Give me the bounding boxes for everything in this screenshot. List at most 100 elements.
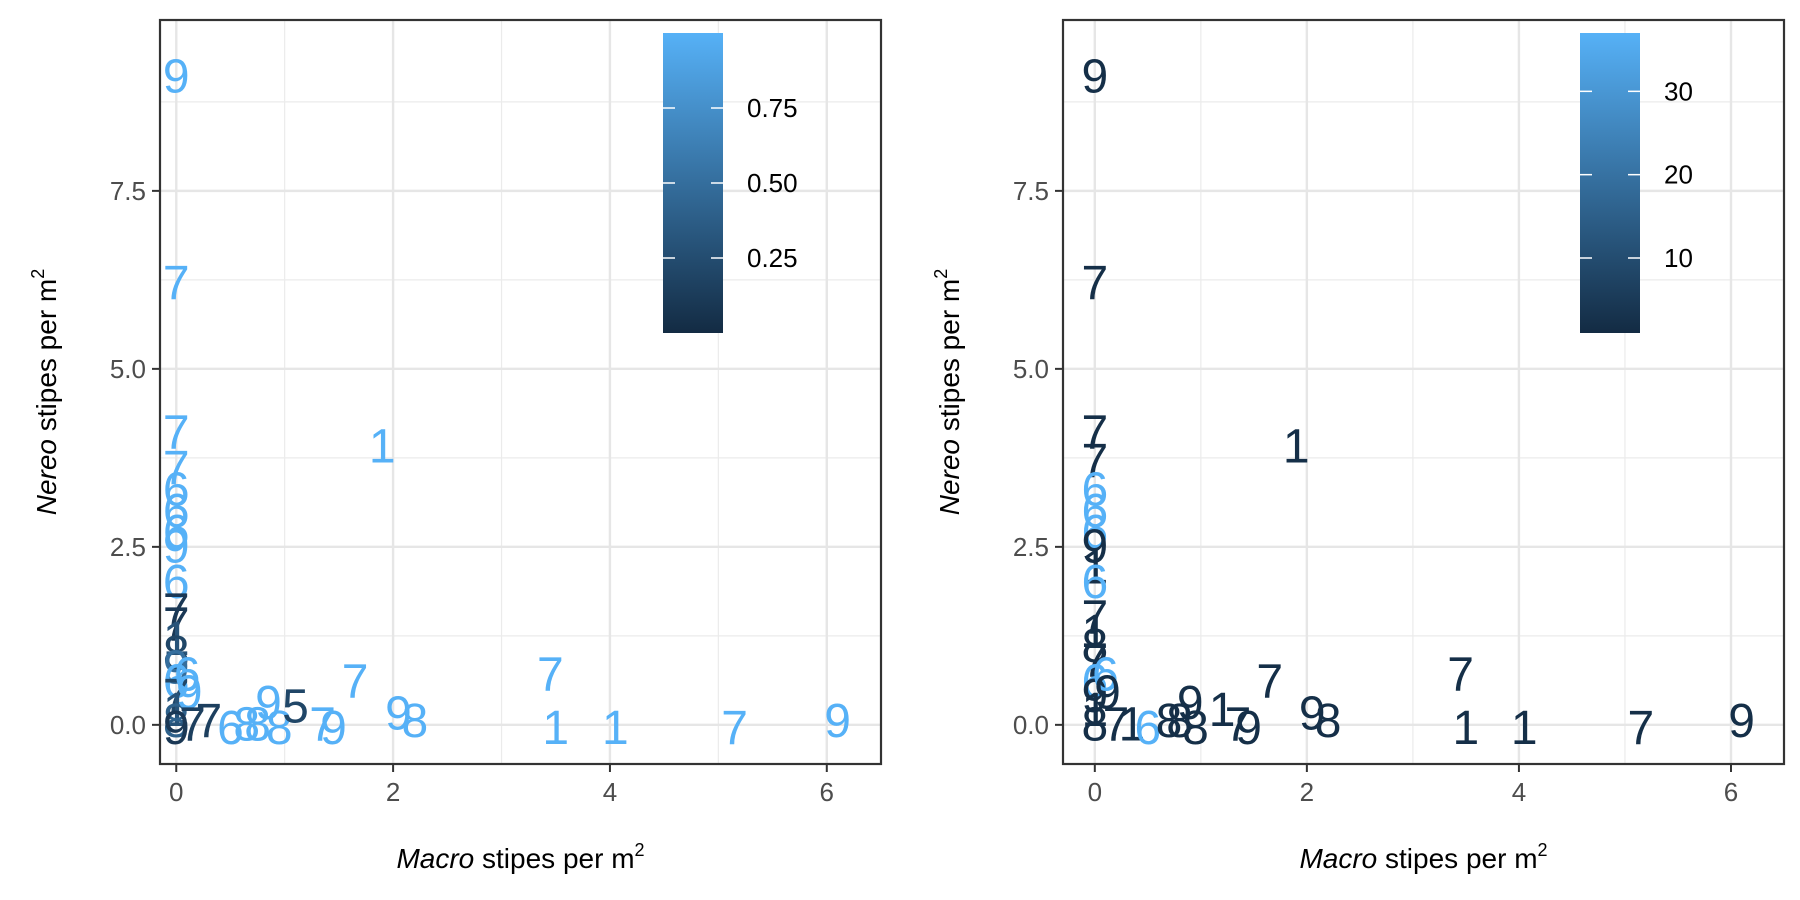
grid (1063, 20, 1784, 764)
panel-border (1061, 18, 1786, 766)
y-tick-label: 7.5 (1013, 176, 1049, 206)
point-label: 7 (1225, 698, 1252, 751)
point-label: 9 (163, 520, 190, 573)
point-label: 1 (1453, 702, 1480, 755)
point-label: 6 (1081, 506, 1108, 559)
point-label: 9 (1299, 688, 1326, 741)
point-label: 9 (1728, 695, 1755, 748)
y-tick-label: 2.5 (1013, 532, 1049, 562)
point-label: 7 (163, 670, 190, 723)
colorbar-tick-label: 0.50 (747, 168, 798, 198)
point-label: 6 (163, 506, 190, 559)
y-tick-label: 5.0 (1013, 354, 1049, 384)
colorbar-tick-label: 10 (1664, 243, 1693, 273)
point-label: 1 (1209, 684, 1236, 737)
point-label: 8 (1166, 695, 1193, 748)
point-label: 8 (1156, 695, 1183, 748)
colorbar-tick-label: 0.75 (747, 93, 798, 123)
colorbar-gradient (1580, 33, 1640, 333)
x-tick-label: 2 (1300, 777, 1314, 807)
point-label: 9 (385, 688, 412, 741)
point-label: 7 (1628, 702, 1655, 755)
axes: 0 2 4 6 0.0 2.5 5.0 7.5 (110, 176, 834, 807)
point-label: 6 (1134, 702, 1161, 755)
point-label: 9 (163, 702, 190, 755)
point-label: 7 (1081, 257, 1108, 310)
x-axis-title: Macro stipes per m2 (1299, 840, 1547, 874)
point-label: 8 (1081, 698, 1108, 751)
grid (160, 20, 881, 764)
point-label: 8 (266, 702, 293, 755)
point-label: 1 (163, 613, 190, 666)
y-axis-title: Nereo stipes per m2 (28, 269, 62, 516)
colorbar: 10 20 30 (1580, 33, 1693, 333)
point-label: 7 (721, 702, 748, 755)
x-axis-title: Macro stipes per m2 (396, 840, 644, 874)
y-tick-label: 2.5 (110, 532, 146, 562)
point-label: 7 (1103, 698, 1130, 751)
y-tick-label: 7.5 (110, 176, 146, 206)
point-label: 9 (1235, 702, 1262, 755)
point-label: 8 (163, 627, 190, 680)
point-label: 7 (1081, 592, 1108, 645)
y-axis-title: Nereo stipes per m2 (931, 269, 965, 516)
point-label: 9 (1094, 666, 1121, 719)
point-label: 1 (1081, 606, 1108, 659)
x-tick-label: 6 (820, 777, 834, 807)
point-label: 6 (217, 702, 244, 755)
point-label: 9 (255, 677, 282, 730)
x-tick-label: 4 (603, 777, 617, 807)
colorbar-tick-label: 30 (1664, 76, 1693, 106)
y-tick-label: 0.0 (1013, 710, 1049, 740)
point-label: 7 (163, 406, 190, 459)
point-label: 7 (1256, 656, 1283, 709)
point-label: 9 (163, 641, 190, 694)
point-label: 1 (369, 421, 396, 474)
point-label: 6 (1081, 485, 1108, 538)
point-label: 9 (1081, 520, 1108, 573)
x-tick-label: 6 (1724, 777, 1738, 807)
point-label: 6 (1081, 556, 1108, 609)
point-label: 7 (163, 257, 190, 310)
point-label: 1 (1081, 684, 1108, 737)
point-label: 9 (1081, 670, 1108, 723)
point-label: 1 (1511, 702, 1538, 755)
point-label: 1 (542, 702, 569, 755)
point-label: 7 (342, 656, 369, 709)
point-label: 8 (233, 698, 260, 751)
colorbar-tick-label: 0.25 (747, 243, 798, 273)
y-tick-label: 5.0 (110, 354, 146, 384)
point-label: 6 (1081, 656, 1108, 709)
point-label: 9 (824, 695, 851, 748)
point-label: 6 (1092, 649, 1119, 702)
point-label: 8 (1182, 702, 1209, 755)
colorbar-tick-label: 20 (1664, 160, 1693, 190)
point-label: 6 (163, 656, 190, 709)
point-label: 7 (163, 584, 190, 637)
point-label: 9 (320, 702, 347, 755)
panel-border (158, 18, 883, 766)
point-label: 7 (179, 698, 206, 751)
point-label: 6 (1081, 463, 1108, 516)
point-label: 1 (602, 702, 629, 755)
point-label: 5 (282, 681, 309, 734)
point-label: 1 (163, 684, 190, 737)
point-label: 8 (1081, 620, 1108, 673)
axes: 0 2 4 6 0.0 2.5 5.0 7.5 (1013, 176, 1738, 807)
point-label: 9 (1081, 50, 1108, 103)
point-label: 6 (163, 485, 190, 538)
point-label: 7 (1081, 634, 1108, 687)
point-label: 8 (163, 695, 190, 748)
point-label: 9 (163, 50, 190, 103)
point-label: 7 (309, 698, 336, 751)
point-label: 7 (1081, 435, 1108, 488)
point-label: 7 (163, 442, 190, 495)
y-tick-label: 0.0 (110, 710, 146, 740)
point-label: 7 (1081, 406, 1108, 459)
x-tick-label: 0 (169, 777, 183, 807)
x-tick-label: 0 (1088, 777, 1102, 807)
